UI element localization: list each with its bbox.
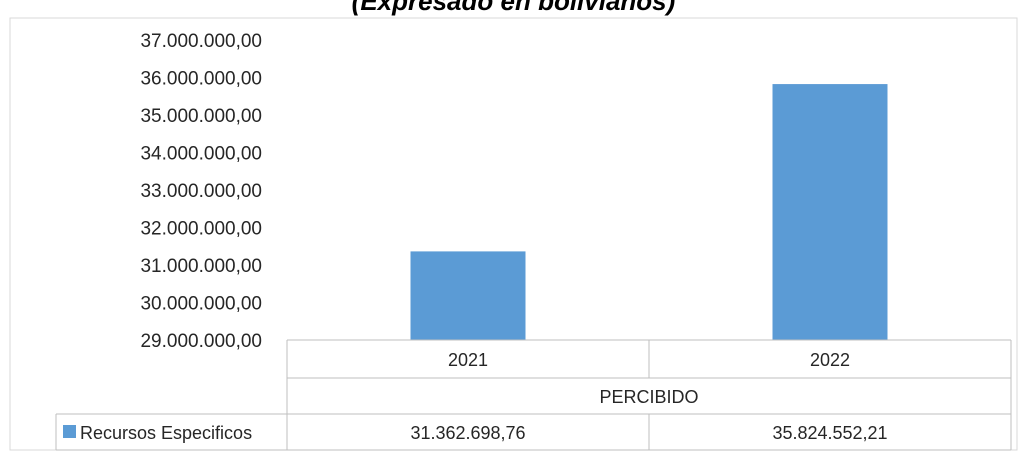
bar-2021 — [410, 251, 526, 340]
bar-2022 — [772, 84, 888, 341]
y-tick-label: 34.000.000,00 — [140, 144, 262, 165]
legend-label: Recursos Especificos — [80, 423, 252, 443]
y-tick-label: 36.000.000,00 — [140, 69, 262, 90]
y-tick-label: 32.000.000,00 — [140, 219, 262, 240]
y-tick-label: 37.000.000,00 — [140, 31, 262, 52]
y-tick-label: 30.000.000,00 — [140, 294, 262, 315]
y-tick-label: 29.000.000,00 — [140, 331, 262, 352]
y-tick-label: 35.000.000,00 — [140, 106, 262, 127]
data-table: 2021 2022 PERCIBIDO Recursos Especificos 31.… — [55, 339, 1012, 451]
bars-layer — [410, 84, 888, 341]
x-tick-label: 2021 — [448, 350, 488, 370]
legend-swatch — [63, 425, 76, 438]
data-label: 31.362.698,76 — [410, 423, 525, 443]
chart-title: (Expresado en bolivianos) — [351, 0, 676, 16]
data-label: 35.824.552,21 — [772, 423, 887, 443]
x-tick-label: 2022 — [810, 350, 850, 370]
group-label: PERCIBIDO — [599, 387, 698, 407]
y-tick-label: 31.000.000,00 — [140, 256, 262, 277]
y-axis: 29.000.000,00 30.000.000,00 31.000.000,00 3… — [140, 31, 262, 352]
y-tick-label: 33.000.000,00 — [140, 181, 262, 202]
